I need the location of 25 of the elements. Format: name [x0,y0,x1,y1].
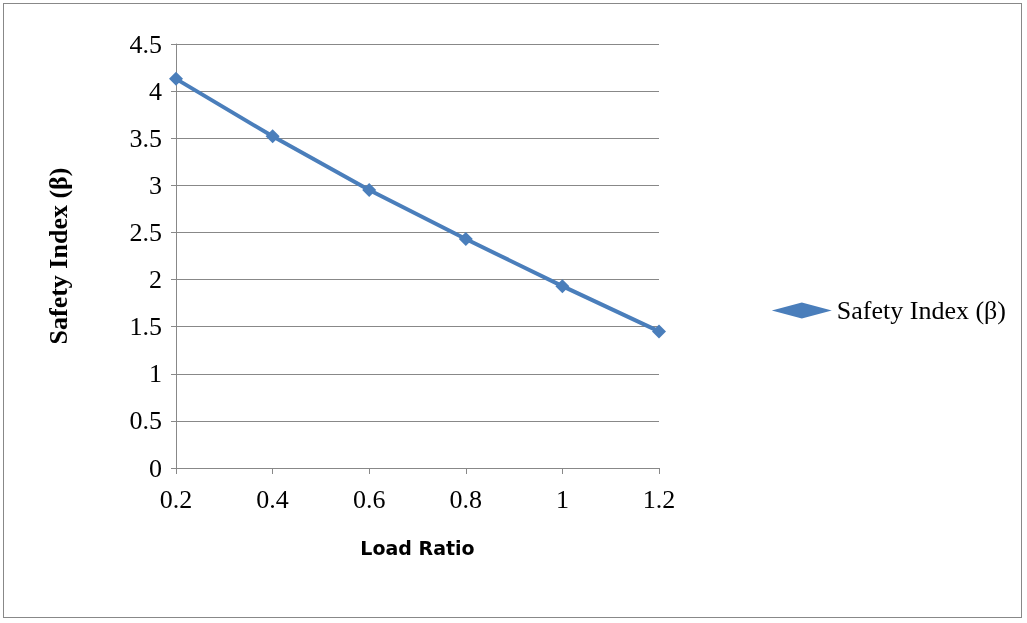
y-tick-label: 3.5 [129,123,162,153]
x-tick-label: 1.2 [642,484,676,514]
y-tick-label: 1 [149,359,162,389]
x-tick-label: 0.6 [352,484,386,514]
y-tick-label: 3 [149,170,162,200]
y-tick-label: 2 [149,265,162,295]
x-tick-label: 1 [555,484,569,514]
y-tick-label: 2.5 [129,217,162,247]
x-axis-title: Load Ratio [360,536,475,559]
point [458,232,473,247]
legend-label: Safety Index (β) [836,296,1007,325]
y-tick-label: 4 [149,76,162,106]
point [362,183,377,198]
y-tick-label: 0 [149,453,162,483]
y-tick-label: 0.5 [129,406,162,436]
x-tick-label: 0.2 [159,484,193,514]
y-tick-label: 1.5 [129,312,162,342]
point [652,324,666,339]
point [555,279,570,294]
y-tick-label: 4.5 [129,29,162,59]
x-tick-label: 0.8 [449,484,483,514]
point [169,71,183,86]
x-tick-label: 0.4 [256,484,289,514]
point [265,129,280,144]
y-axis-title: Safety Index (β) [43,167,73,345]
